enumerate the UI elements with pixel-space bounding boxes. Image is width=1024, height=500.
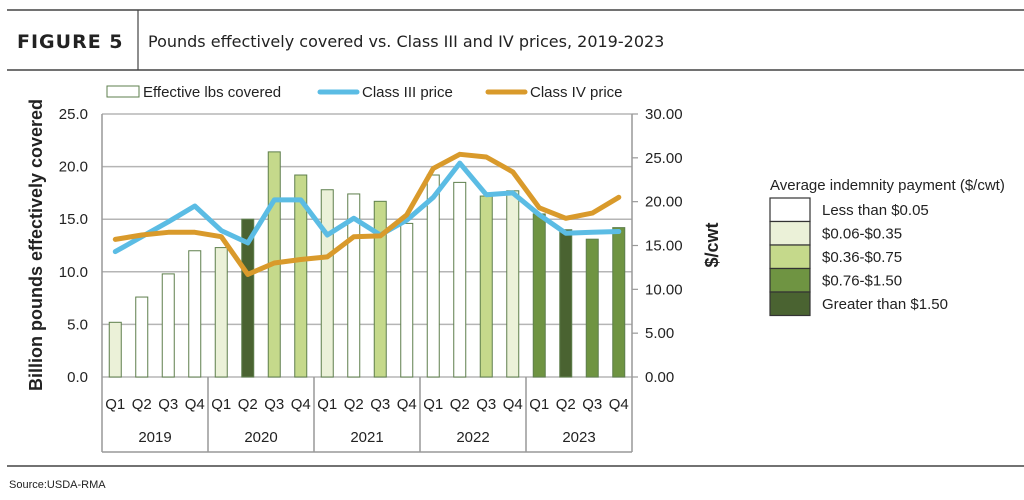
bars (108, 151, 626, 378)
bar (506, 190, 520, 378)
y-tick-label: 5.0 (67, 316, 88, 333)
tier-label: Greater than $1.50 (822, 296, 948, 313)
y-tick-label: 25.0 (59, 106, 88, 123)
bar (188, 250, 202, 378)
tier-swatch (769, 267, 811, 293)
bar (532, 213, 546, 378)
x-tick-label: Q1 (529, 396, 549, 413)
x-tick-label: Q3 (582, 396, 602, 413)
bar (241, 218, 255, 378)
class4-price-line (112, 151, 622, 277)
class3-price-line (112, 160, 622, 255)
y2-tick-label: 0.00 (645, 369, 674, 386)
x-tick-label: Q3 (264, 396, 284, 413)
bar (294, 174, 308, 378)
x-tick-label: Q4 (185, 396, 205, 413)
x-tick-label: Q3 (476, 396, 496, 413)
figure-label: FIGURE 5 (17, 31, 124, 53)
year-label: 2020 (244, 429, 277, 446)
bar (612, 227, 626, 378)
indemnity-legend-title: Average indemnity payment ($/cwt) (770, 177, 1005, 194)
y-tick-label: 0.0 (67, 369, 88, 386)
bar (479, 195, 493, 378)
series-legend: Effective lbs covered Class III price Cl… (106, 84, 623, 101)
x-tick-label: Q1 (423, 396, 443, 413)
year-label: 2019 (138, 429, 171, 446)
axes: 0.0 5.0 10.0 15.0 20.0 25.0 0.00 5.00 10.00 15.00… (59, 106, 683, 453)
tier-swatch (769, 220, 811, 246)
legend-label-class3: Class III price (362, 84, 453, 101)
year-label: 2023 (562, 429, 595, 446)
year-label: 2022 (456, 429, 489, 446)
y-tick-label: 20.0 (59, 159, 88, 176)
x-tick-label: Q1 (105, 396, 125, 413)
source-note: Source:USDA-RMA (9, 479, 106, 491)
legend-label-bars: Effective lbs covered (143, 84, 281, 101)
x-tick-label: Q2 (556, 396, 576, 413)
tier-label: Less than $0.05 (822, 202, 929, 219)
legend-label-class4: Class IV price (530, 84, 623, 101)
y2-tick-label: 30.00 (645, 106, 683, 123)
x-tick-label: Q2 (344, 396, 364, 413)
x-tick-label: Q4 (503, 396, 523, 413)
x-tick-label: Q4 (397, 396, 417, 413)
gridlines (102, 113, 632, 378)
bar (559, 229, 573, 378)
bar (108, 321, 122, 378)
y2-tick-label: 25.00 (645, 150, 683, 167)
bar (135, 296, 149, 378)
legend-swatch-bars (106, 85, 140, 98)
year-label: 2021 (350, 429, 383, 446)
bar (426, 174, 440, 378)
bar (214, 247, 228, 378)
lines (112, 151, 622, 277)
tier-swatch (769, 197, 811, 223)
bar (320, 189, 334, 378)
y2-tick-label: 20.00 (645, 194, 683, 211)
y-tick-label: 15.0 (59, 211, 88, 228)
x-tick-label: Q1 (317, 396, 337, 413)
chart-title: Pounds effectively covered vs. Class III… (148, 32, 664, 51)
x-tick-label: Q2 (238, 396, 258, 413)
bar (400, 222, 414, 378)
bar (373, 200, 387, 378)
indemnity-legend: Average indemnity payment ($/cwt) Less t… (769, 177, 1005, 317)
y-axis-title: Billion pounds effectively covered (26, 99, 46, 391)
y2-tick-label: 15.00 (645, 238, 683, 255)
y2-tick-label: 5.00 (645, 325, 674, 342)
x-tick-label: Q3 (370, 396, 390, 413)
y2-tick-label: 10.00 (645, 281, 683, 298)
tier-label: $0.36-$0.75 (822, 249, 902, 266)
bar (585, 238, 599, 378)
bar (161, 273, 175, 378)
tier-swatch (769, 291, 811, 317)
x-tick-label: Q3 (158, 396, 178, 413)
tier-label: $0.06-$0.35 (822, 226, 902, 243)
x-tick-label: Q2 (450, 396, 470, 413)
tier-swatch (769, 244, 811, 270)
x-tick-label: Q1 (211, 396, 231, 413)
bar (453, 181, 467, 378)
x-tick-label: Q2 (132, 396, 152, 413)
x-tick-label: Q4 (609, 396, 629, 413)
x-tick-label: Q4 (291, 396, 311, 413)
y-tick-label: 10.0 (59, 264, 88, 281)
y2-axis-title: $/cwt (702, 222, 722, 267)
tier-label: $0.76-$1.50 (822, 273, 902, 290)
